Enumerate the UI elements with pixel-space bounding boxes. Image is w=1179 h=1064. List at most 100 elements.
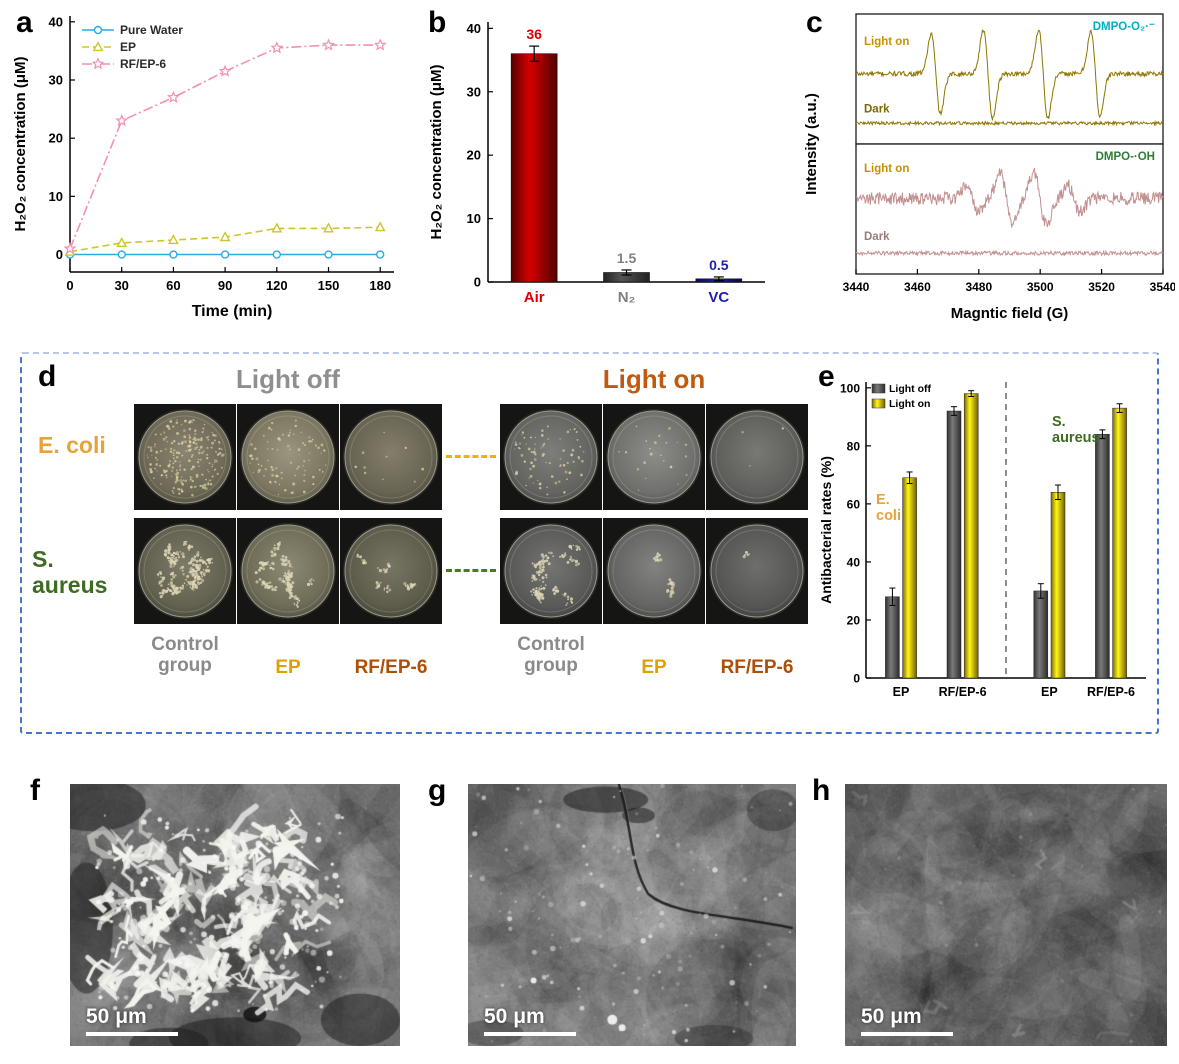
caption-ep-right: EP — [641, 657, 667, 678]
svg-text:DMPO-·OH: DMPO-·OH — [1096, 151, 1155, 163]
scalebar-line-g — [484, 1032, 576, 1036]
svg-text:20: 20 — [467, 148, 481, 163]
svg-text:H₂O₂ concentration (μM): H₂O₂ concentration (μM) — [428, 64, 445, 239]
sem-image-g: 50 μm — [468, 784, 796, 1046]
svg-text:Dark: Dark — [864, 103, 890, 115]
panel-a-chart: 0 10 20 30 40 0 30 60 90 120 150 180 Time (min) H₂O₂ … — [8, 6, 408, 330]
petri-dish-photo — [500, 518, 602, 624]
svg-text:180: 180 — [369, 278, 391, 293]
petri-dish — [340, 404, 442, 510]
petri-dish-photo — [500, 404, 602, 510]
scalebar-label-g: 50 μm — [484, 1005, 545, 1028]
svg-text:3540: 3540 — [1150, 280, 1175, 294]
caption-rfep-left: RF/EP-6 — [354, 657, 428, 678]
svg-text:60: 60 — [847, 497, 861, 511]
svg-text:10: 10 — [467, 211, 481, 226]
svg-text:0.5: 0.5 — [709, 257, 729, 273]
panel-e-plot: 0 20 40 60 80 100 Antibacterial rates (%) EP RF/… — [818, 381, 1146, 699]
svg-text:3500: 3500 — [1027, 280, 1054, 294]
svg-text:Magntic field (G): Magntic field (G) — [951, 305, 1069, 322]
svg-text:150: 150 — [318, 278, 340, 293]
svg-text:RF/EP-6: RF/EP-6 — [939, 685, 987, 699]
svg-text:30: 30 — [49, 73, 63, 88]
light-on-header: Light on — [602, 364, 706, 394]
svg-text:3440: 3440 — [843, 280, 870, 294]
panel-h-label: h — [812, 774, 831, 807]
petri-dish — [500, 518, 602, 624]
svg-text:RF/EP-6: RF/EP-6 — [1087, 685, 1135, 699]
scalebar-line-h — [861, 1032, 953, 1036]
caption-control-left: Control group — [151, 634, 219, 677]
svg-text:10: 10 — [49, 189, 63, 204]
svg-text:40: 40 — [49, 14, 63, 29]
svg-text:40: 40 — [467, 21, 481, 36]
sem-canvas-f — [70, 784, 400, 1046]
scalebar-line-f — [86, 1032, 178, 1036]
petri-dish — [237, 518, 339, 624]
panel-f-label: f — [30, 774, 40, 807]
petri-dish-photo — [134, 404, 236, 510]
svg-text:0: 0 — [474, 275, 481, 290]
panel-g-label: g — [428, 774, 447, 807]
svg-text:S.aureus: S. aureus — [1052, 414, 1100, 446]
svg-text:30: 30 — [114, 278, 128, 293]
petri-dish-photo — [706, 518, 808, 624]
svg-text:Pure Water: Pure Water — [120, 23, 183, 37]
svg-text:Dark: Dark — [864, 231, 890, 243]
sem-image-h: 50 μm — [845, 784, 1167, 1046]
svg-text:Light on: Light on — [864, 163, 909, 175]
svg-text:40: 40 — [847, 555, 861, 569]
petri-dish — [603, 518, 705, 624]
scalebar-g: 50 μm — [484, 1005, 576, 1036]
petri-dish — [706, 518, 808, 624]
svg-text:VC: VC — [708, 289, 729, 306]
svg-text:Light off: Light off — [889, 383, 931, 395]
sem-canvas-g — [468, 784, 796, 1046]
light-off-header: Light off — [236, 364, 340, 394]
panel-c-chart: Light on Dark DMPO-O₂·⁻ Light on Dark DMPO-·O… — [800, 6, 1177, 330]
svg-text:3480: 3480 — [965, 280, 992, 294]
svg-text:DMPO-O₂·⁻: DMPO-O₂·⁻ — [1093, 21, 1155, 33]
petri-dish-photo — [340, 518, 442, 624]
caption-rfep-right: RF/EP-6 — [720, 657, 794, 678]
panel-c-label: c — [806, 6, 823, 39]
svg-text:Antibacterial rates (%): Antibacterial rates (%) — [818, 456, 834, 604]
petri-dish-photo — [603, 404, 705, 510]
petri-dish-photo — [237, 518, 339, 624]
svg-text:36: 36 — [526, 26, 542, 42]
svg-text:EP: EP — [893, 685, 910, 699]
svg-text:20: 20 — [49, 131, 63, 146]
panel-b-chart: 0 10 20 30 40 H₂O₂ concentration (μM) 36 Air 1.5… — [424, 6, 779, 330]
svg-text:1.5: 1.5 — [617, 250, 637, 266]
petri-dish — [500, 404, 602, 510]
svg-text:Light on: Light on — [864, 36, 909, 48]
svg-text:20: 20 — [847, 613, 861, 627]
antibacterial-box: d Light off Light on E. coli S. aureus C… — [20, 352, 1159, 734]
scalebar-label-h: 50 μm — [861, 1005, 922, 1028]
e-coli-connector-line — [446, 455, 496, 458]
petri-dish — [134, 404, 236, 510]
svg-text:RF/EP-6: RF/EP-6 — [120, 57, 166, 71]
panel-a-label: a — [16, 6, 33, 39]
svg-text:E.coli: E. coli — [876, 492, 901, 524]
petri-dish — [340, 518, 442, 624]
panel-e-label: e — [818, 360, 835, 393]
panel-e-chart: 0 20 40 60 80 100 Antibacterial rates (%) EP RF/… — [816, 368, 1154, 724]
svg-text:90: 90 — [218, 278, 232, 293]
caption-ep-left: EP — [275, 657, 301, 678]
petri-dish-photo — [706, 404, 808, 510]
scalebar-label-f: 50 μm — [86, 1005, 147, 1028]
scalebar-h: 50 μm — [861, 1005, 953, 1036]
svg-text:80: 80 — [847, 439, 861, 453]
svg-text:30: 30 — [467, 84, 481, 99]
svg-text:Time (min): Time (min) — [192, 303, 273, 320]
panel-d-label: d — [38, 360, 57, 393]
svg-text:0: 0 — [66, 278, 73, 293]
s-aureus-connector-line — [446, 569, 496, 572]
caption-control-right: Control group — [517, 634, 585, 677]
svg-text:Light on: Light on — [889, 398, 930, 410]
petri-dish — [134, 518, 236, 624]
svg-text:0: 0 — [853, 672, 860, 686]
petri-dish — [237, 404, 339, 510]
svg-text:3460: 3460 — [904, 280, 931, 294]
